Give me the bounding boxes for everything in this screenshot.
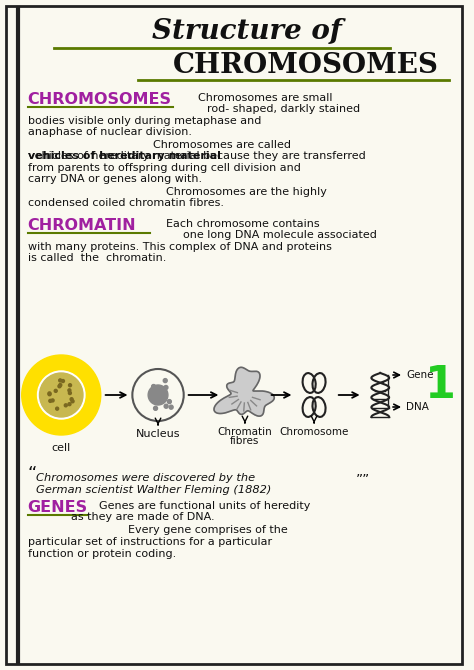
Circle shape <box>55 407 59 410</box>
Text: function or protein coding.: function or protein coding. <box>27 549 176 559</box>
Circle shape <box>69 384 72 387</box>
Circle shape <box>51 399 54 402</box>
Text: anaphase of nuclear division.: anaphase of nuclear division. <box>27 127 191 137</box>
Text: CHROMATIN: CHROMATIN <box>27 218 137 233</box>
Circle shape <box>163 379 167 383</box>
Text: from parents to offspring during cell division and: from parents to offspring during cell di… <box>27 163 301 173</box>
Polygon shape <box>214 367 274 416</box>
Circle shape <box>68 403 71 405</box>
Text: particular set of instructions for a particular: particular set of instructions for a par… <box>27 537 272 547</box>
Text: with many proteins. This complex of DNA and proteins: with many proteins. This complex of DNA … <box>27 242 331 252</box>
Text: Chromosomes are called: Chromosomes are called <box>153 140 291 150</box>
Circle shape <box>59 383 62 387</box>
Text: Chromatin: Chromatin <box>218 427 273 437</box>
Text: Chromosomes were discovered by the: Chromosomes were discovered by the <box>36 473 255 483</box>
Circle shape <box>58 385 61 388</box>
Circle shape <box>71 400 74 403</box>
Circle shape <box>49 399 52 403</box>
Circle shape <box>164 404 168 408</box>
Text: Every gene comprises of the: Every gene comprises of the <box>128 525 288 535</box>
Text: Nucleus: Nucleus <box>136 429 180 439</box>
Text: fibres: fibres <box>230 436 260 446</box>
Circle shape <box>39 373 83 417</box>
Circle shape <box>68 389 71 392</box>
Circle shape <box>70 398 73 401</box>
Circle shape <box>59 379 62 382</box>
Text: vehicles of hereditary material: vehicles of hereditary material <box>27 151 220 161</box>
Text: one long DNA molecule associated: one long DNA molecule associated <box>182 230 377 240</box>
Text: Chromosome: Chromosome <box>279 427 349 437</box>
Text: vehicles of hereditary material because they are transferred: vehicles of hereditary material because … <box>27 151 365 161</box>
Text: rod- shaped, darkly stained: rod- shaped, darkly stained <box>208 104 361 114</box>
Circle shape <box>148 385 168 405</box>
Text: CHROMOSOMES: CHROMOSOMES <box>27 92 172 107</box>
Text: ””: ”” <box>356 473 370 487</box>
Circle shape <box>169 405 173 409</box>
Circle shape <box>154 406 157 410</box>
Circle shape <box>68 391 72 395</box>
Text: “: “ <box>27 465 37 483</box>
Text: Genes are functional units of heredity: Genes are functional units of heredity <box>99 501 310 511</box>
Circle shape <box>62 379 64 383</box>
Text: German scientist Walther Fleming (1882): German scientist Walther Fleming (1882) <box>36 485 271 495</box>
Circle shape <box>64 404 67 407</box>
Text: Chromosomes are the highly: Chromosomes are the highly <box>166 187 327 197</box>
Text: 1: 1 <box>425 364 456 407</box>
Text: Structure of: Structure of <box>152 18 342 45</box>
Circle shape <box>152 385 155 389</box>
Text: Chromosomes are small: Chromosomes are small <box>198 93 332 103</box>
Text: condensed coiled chromatin fibres.: condensed coiled chromatin fibres. <box>27 198 224 208</box>
Text: cell: cell <box>52 443 71 453</box>
Circle shape <box>22 355 101 435</box>
Text: CHROMOSOMES: CHROMOSOMES <box>173 52 439 79</box>
Text: as they are made of DNA.: as they are made of DNA. <box>71 512 215 522</box>
Text: Gene: Gene <box>406 370 433 380</box>
Circle shape <box>167 399 171 403</box>
Text: is called  the  chromatin.: is called the chromatin. <box>27 253 166 263</box>
Circle shape <box>48 392 51 395</box>
Circle shape <box>164 385 168 389</box>
Circle shape <box>54 389 57 393</box>
Circle shape <box>37 371 85 419</box>
Text: Each chromosome contains: Each chromosome contains <box>166 219 319 229</box>
Circle shape <box>48 393 51 396</box>
Text: DNA: DNA <box>406 402 429 412</box>
Text: carry DNA or genes along with.: carry DNA or genes along with. <box>27 174 202 184</box>
Text: bodies visible only during metaphase and: bodies visible only during metaphase and <box>27 116 261 126</box>
Text: GENES: GENES <box>27 500 88 515</box>
